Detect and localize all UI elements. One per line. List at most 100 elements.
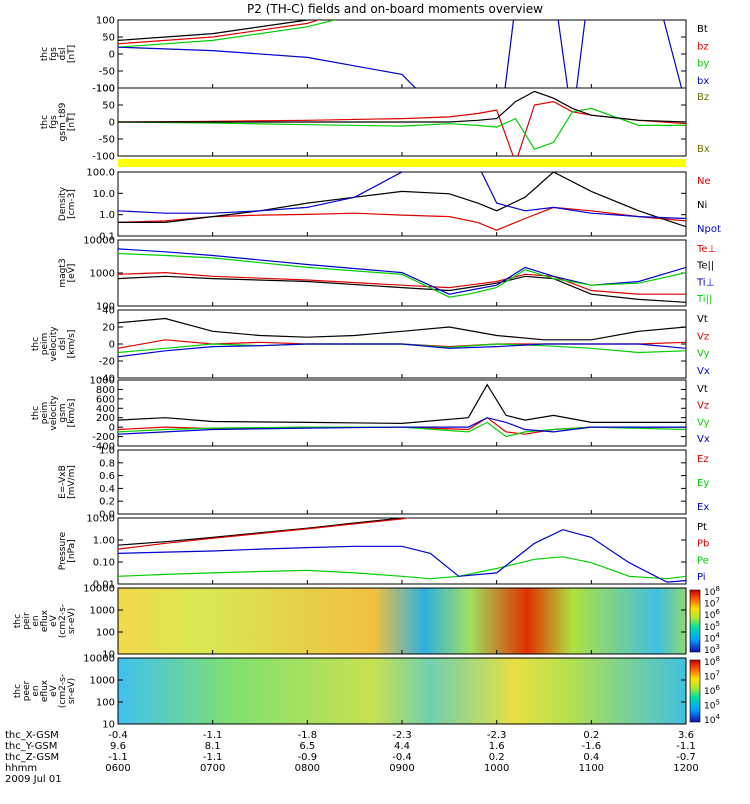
series-line-Ni <box>118 172 686 228</box>
y-axis-label: magt3 <box>58 258 68 287</box>
y-axis-label: eV <box>49 614 59 627</box>
y-tick-label: 1000 <box>90 676 115 687</box>
legend-entry: Vt <box>697 384 708 395</box>
series-line-Bx <box>118 107 686 150</box>
y-axis-label: eflux <box>40 679 50 702</box>
y-axis-label: [km/s] <box>67 399 77 428</box>
y-tick-label: 0.8 <box>99 458 115 469</box>
fgs-dsl-frame <box>117 19 687 89</box>
y-tick-label: 0.1 <box>99 232 115 243</box>
row-label-x-gsm: thc_X-GSM <box>5 730 59 741</box>
y-axis-label: thc <box>31 406 41 420</box>
e-field-frame <box>117 449 687 515</box>
y-tick-label: -100 <box>92 152 115 163</box>
y-axis-label: [nPa] <box>67 539 77 562</box>
colorbar-label: 104 <box>704 631 720 644</box>
legend-entry: Ex <box>697 502 709 513</box>
y-axis-label: thc <box>13 614 23 628</box>
density-frame <box>117 171 687 237</box>
y-axis-label: Pressure <box>58 531 68 570</box>
panel-ion-velocity-dsl: 40 20 0 -20 -40 thc peim velocity dsl [km/s] Vt Vz V… <box>31 306 710 385</box>
legend-entry: Vx <box>697 434 710 445</box>
z-gsm-value: -0.9 <box>298 752 318 763</box>
y-axis-label: thc <box>13 684 23 698</box>
y-axis-label: dsl <box>58 338 68 351</box>
series-line-bz <box>118 20 320 45</box>
hhmm-value: 1200 <box>673 763 698 774</box>
z-gsm-value: -0.7 <box>676 752 696 763</box>
y-axis-label: en <box>31 615 41 626</box>
y-axis-label: dsl <box>58 48 68 61</box>
legend-entry: Bt <box>697 24 708 35</box>
y-tick-label: 10.00 <box>86 514 115 525</box>
y-tick-label: 0.2 <box>99 497 115 508</box>
y-axis-label: (cm2-s- <box>58 674 68 708</box>
y-tick-label: 1000 <box>90 606 115 617</box>
fgs-dsl-series <box>118 20 683 88</box>
legend-entry: Vt <box>697 314 708 325</box>
ion-spectrogram-heatmap <box>118 588 686 654</box>
y-axis-label: (cm2-s- <box>58 604 68 638</box>
y-axis-label: peer <box>22 680 32 701</box>
plot-date: 2009 Jul 01 <box>5 774 62 785</box>
legend-entry: Te|| <box>696 261 714 272</box>
y-tick-label: 100 <box>96 84 115 95</box>
pressure-series <box>118 518 686 583</box>
colorbar-label: 106 <box>704 684 720 697</box>
y-gsm-value: 6.5 <box>299 741 315 752</box>
y-axis-label: Density <box>58 186 68 221</box>
y-tick-label: 10.0 <box>93 189 115 200</box>
separator-bar <box>118 159 686 167</box>
y-gsm-value: -1.6 <box>582 741 602 752</box>
legend-entry: bx <box>697 76 709 87</box>
panel-temperature: 10000 1000 100 magt3 [eV] Te⊥ Te|| Ti⊥ Ti|| <box>58 236 716 313</box>
legend-entry: Pi <box>697 572 706 583</box>
legend-entry: Ne <box>697 176 711 187</box>
y-tick-label: 1.0 <box>99 446 115 457</box>
y-tick-label: 0.4 <box>99 484 115 495</box>
density-series <box>118 172 686 231</box>
panel-fgs-dsl: 100 50 0 -50 -100 thc fgs dsl [nT] Bt bz by bx <box>40 16 709 95</box>
legend-entry: Pb <box>697 539 709 550</box>
y-tick-label: 100 <box>96 302 115 313</box>
y-gsm-value: 9.6 <box>110 741 126 752</box>
y-tick-label: 10000 <box>83 236 115 247</box>
z-gsm-value: -1.1 <box>203 752 223 763</box>
y-axis-label: [mV/m] <box>67 465 77 499</box>
y-tick-label: 600 <box>96 394 115 405</box>
series-line-Te|| <box>118 275 686 303</box>
legend-entry: Te⊥ <box>696 244 716 255</box>
hhmm-value: 0800 <box>295 763 320 774</box>
hhmm-value: 0700 <box>200 763 225 774</box>
y-axis-label: peir <box>22 612 32 630</box>
panel-pressure: 10.00 1.00 0.10 0.01 Pressure [nPa] Pt Pb Pe Pi <box>58 514 709 591</box>
y-tick-label: 1000 <box>90 376 115 387</box>
legend-entry: Vx <box>697 366 710 377</box>
hhmm-value: 0900 <box>389 763 414 774</box>
legend-entry: Bz <box>697 92 709 103</box>
y-tick-label: 0.10 <box>93 558 115 569</box>
series-line-Vx <box>118 343 686 358</box>
z-gsm-value: 0.4 <box>583 752 599 763</box>
series-line-Pb <box>118 518 410 550</box>
legend-entry: Ti|| <box>696 294 712 305</box>
series-line-Ti|| <box>118 252 686 298</box>
colorbar-label: 105 <box>704 699 720 712</box>
legend-entry: Vz <box>697 401 709 412</box>
legend-entry: by <box>697 59 709 70</box>
y-axis-label: sr-eV) <box>67 678 77 704</box>
y-tick-label: -40 <box>99 374 115 385</box>
panel-e-field: 1.00.8 0.6 0.4 0.2 0.0 E=-VxB [mV/m] Ez Ey Ex <box>58 446 709 521</box>
y-tick-label: 0.0 <box>99 510 115 521</box>
y-tick-label: 1.00 <box>93 536 115 547</box>
ion-velocity-dsl-series <box>118 317 686 358</box>
series-line-Ne <box>118 206 686 231</box>
y-axis-label: [cm-3] <box>67 189 77 219</box>
y-axis-label: eflux <box>40 609 50 632</box>
panel-density: 100.0 10.0 1.0 0.1 Density [cm-3] Ne Ni Npot <box>58 168 721 243</box>
y-tick-label: 10000 <box>83 584 115 595</box>
